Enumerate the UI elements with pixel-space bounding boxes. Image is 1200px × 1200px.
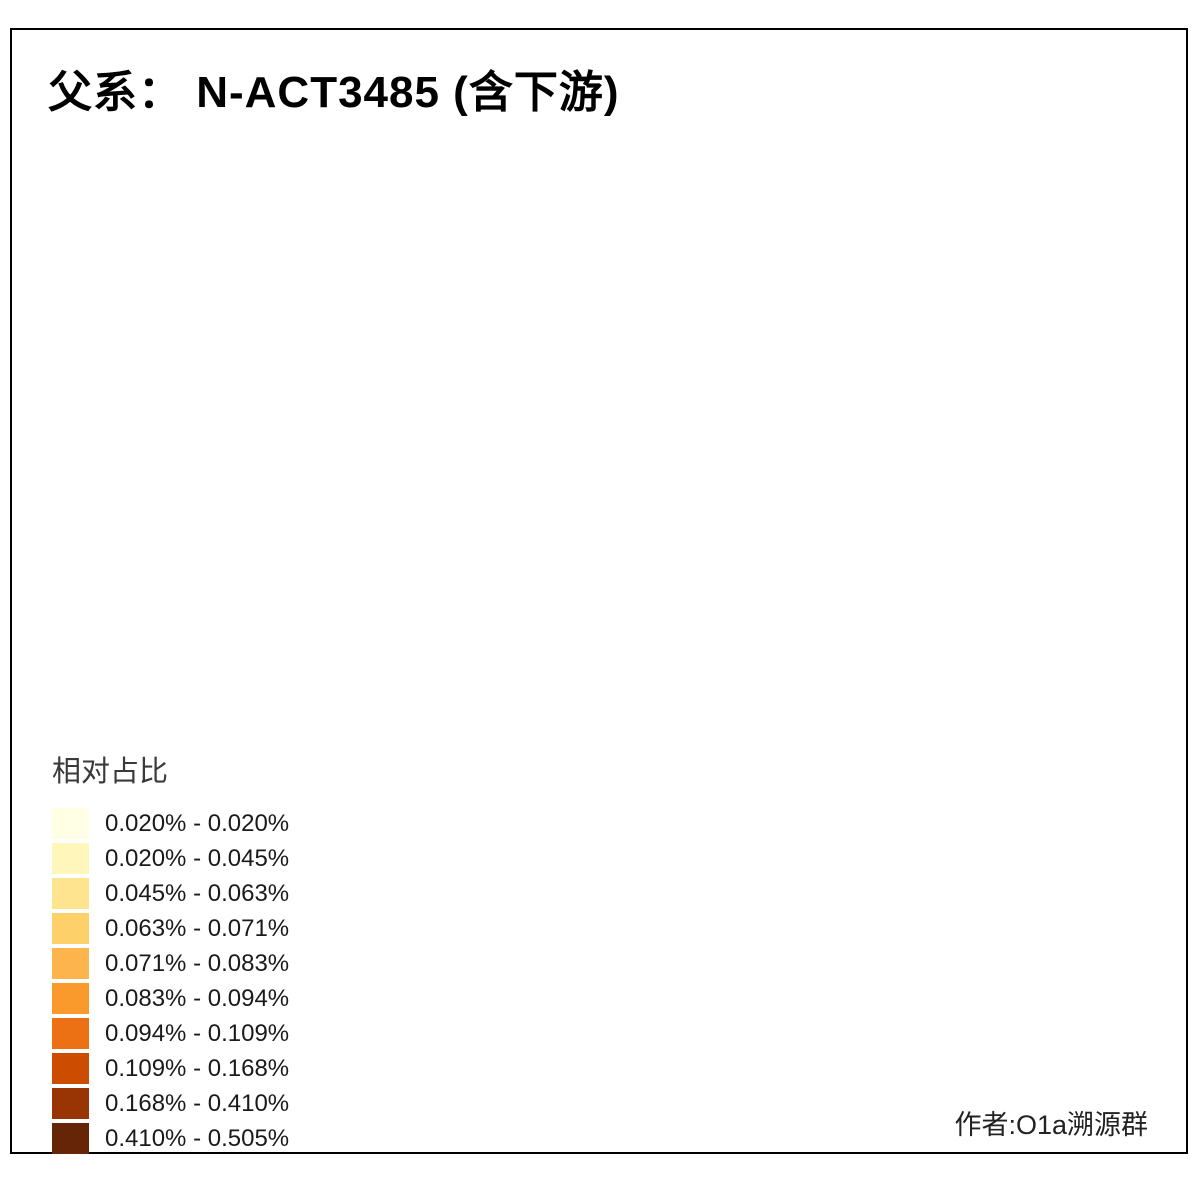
legend-label: 0.410% - 0.505% xyxy=(105,1124,290,1152)
legend-item: 0.020% - 0.045% xyxy=(52,841,289,876)
legend-swatch xyxy=(52,1018,89,1049)
legend-item: 0.094% - 0.109% xyxy=(52,1016,289,1051)
legend-item: 0.020% - 0.020% xyxy=(52,806,289,841)
legend-items: 0.020% - 0.020% 0.020% - 0.045% 0.045% - 0… xyxy=(52,806,289,1156)
legend-label: 0.020% - 0.045% xyxy=(105,844,290,872)
legend-label: 0.071% - 0.083% xyxy=(105,949,290,977)
legend-item: 0.063% - 0.071% xyxy=(52,911,289,946)
legend-item: 0.045% - 0.063% xyxy=(52,876,289,911)
legend-item: 0.071% - 0.083% xyxy=(52,946,289,981)
attribution-text: 作者:O1a溯源群 xyxy=(954,1110,1148,1140)
legend-swatch xyxy=(52,913,89,944)
legend-swatch xyxy=(52,1088,89,1119)
figure-border xyxy=(10,28,1188,1154)
legend-swatch xyxy=(52,843,89,874)
legend-swatch xyxy=(52,878,89,909)
legend: 相对占比 0.020% - 0.020% 0.020% - 0.045% 0.045… xyxy=(52,748,289,1156)
legend-swatch xyxy=(52,983,89,1014)
legend-label: 0.109% - 0.168% xyxy=(105,1054,290,1082)
legend-swatch xyxy=(52,808,89,839)
legend-swatch xyxy=(52,1053,89,1084)
legend-item: 0.083% - 0.094% xyxy=(52,981,289,1016)
legend-label: 0.020% - 0.020% xyxy=(105,809,290,837)
legend-item: 0.410% - 0.505% xyxy=(52,1121,289,1156)
legend-item: 0.109% - 0.168% xyxy=(52,1051,289,1086)
legend-label: 0.094% - 0.109% xyxy=(105,1019,290,1047)
figure-title: 父系： N-ACT3485 (含下游) xyxy=(48,68,620,117)
legend-title: 相对占比 xyxy=(52,756,169,788)
legend-swatch xyxy=(52,948,89,979)
legend-swatch xyxy=(52,1123,89,1154)
legend-label: 0.083% - 0.094% xyxy=(105,984,290,1012)
legend-label: 0.063% - 0.071% xyxy=(105,914,290,942)
legend-label: 0.168% - 0.410% xyxy=(105,1089,290,1117)
legend-label: 0.045% - 0.063% xyxy=(105,879,290,907)
legend-item: 0.168% - 0.410% xyxy=(52,1086,289,1121)
